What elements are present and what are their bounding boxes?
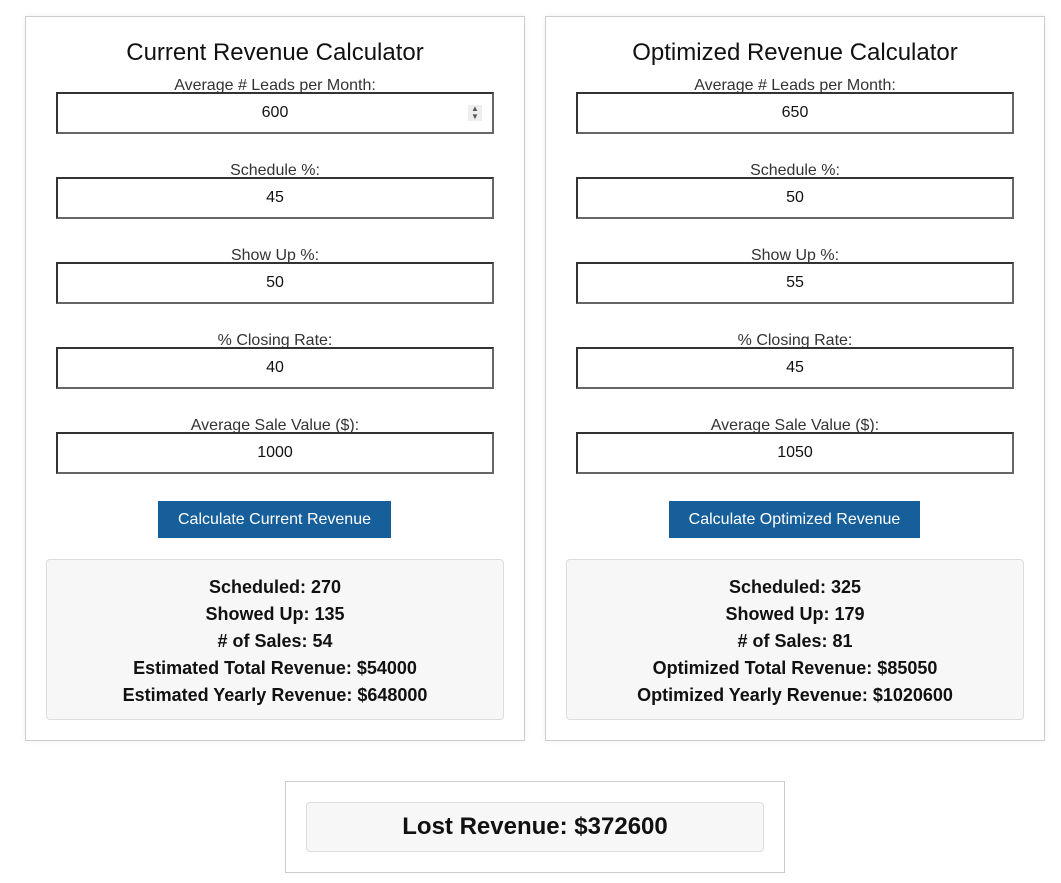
current-leads-input[interactable]: 600 ▲ ▼ — [56, 92, 494, 134]
current-total-revenue: Estimated Total Revenue: $54000 — [133, 658, 417, 678]
optimized-results: Scheduled: 325 Showed Up: 179 # of Sales… — [566, 559, 1024, 720]
current-showed-up: Showed Up: 135 — [205, 604, 345, 624]
calculate-current-button[interactable]: Calculate Current Revenue — [158, 501, 391, 538]
lost-revenue-value: Lost Revenue: $372600 — [306, 802, 764, 852]
optimized-closing-label: % Closing Rate: — [737, 332, 853, 349]
optimized-leads-label: Average # Leads per Month: — [694, 77, 896, 94]
optimized-total-revenue: Optimized Total Revenue: $85050 — [652, 658, 938, 678]
current-calculator-panel: Current Revenue Calculator Average # Lea… — [25, 16, 525, 741]
optimized-leads-input[interactable]: 650 — [576, 92, 1014, 134]
current-results: Scheduled: 270 Showed Up: 135 # of Sales… — [46, 559, 504, 720]
optimized-sale-value-label: Average Sale Value ($): — [710, 417, 880, 434]
current-sales: # of Sales: 54 — [217, 631, 333, 651]
optimized-yearly-revenue: Optimized Yearly Revenue: $1020600 — [637, 685, 953, 705]
current-showup-label: Show Up %: — [230, 247, 320, 264]
optimized-showup-input[interactable]: 55 — [576, 262, 1014, 304]
current-sale-value-input[interactable]: 1000 — [56, 432, 494, 474]
current-closing-input[interactable]: 40 — [56, 347, 494, 389]
current-schedule-label: Schedule %: — [230, 162, 320, 179]
lost-revenue-panel: Lost Revenue: $372600 — [285, 781, 785, 873]
current-scheduled: Scheduled: 270 — [208, 577, 342, 597]
current-leads-value: 600 — [261, 104, 289, 121]
current-schedule-input[interactable]: 45 — [56, 177, 494, 219]
current-calculator-title: Current Revenue Calculator — [126, 39, 424, 66]
optimized-scheduled: Scheduled: 325 — [728, 577, 862, 597]
optimized-schedule-label: Schedule %: — [750, 162, 840, 179]
current-leads-label: Average # Leads per Month: — [174, 77, 376, 94]
optimized-calculator-panel: Optimized Revenue Calculator Average # L… — [545, 16, 1045, 741]
number-spinner-icon[interactable]: ▲ ▼ — [468, 105, 482, 121]
current-showup-input[interactable]: 50 — [56, 262, 494, 304]
calculate-optimized-button[interactable]: Calculate Optimized Revenue — [669, 501, 920, 538]
optimized-calculator-title: Optimized Revenue Calculator — [632, 39, 958, 66]
optimized-closing-input[interactable]: 45 — [576, 347, 1014, 389]
optimized-sales: # of Sales: 81 — [737, 631, 853, 651]
optimized-schedule-input[interactable]: 50 — [576, 177, 1014, 219]
current-sale-value-label: Average Sale Value ($): — [190, 417, 360, 434]
optimized-showed-up: Showed Up: 179 — [725, 604, 865, 624]
optimized-showup-label: Show Up %: — [750, 247, 840, 264]
current-closing-label: % Closing Rate: — [217, 332, 333, 349]
optimized-sale-value-input[interactable]: 1050 — [576, 432, 1014, 474]
current-yearly-revenue: Estimated Yearly Revenue: $648000 — [122, 685, 428, 705]
